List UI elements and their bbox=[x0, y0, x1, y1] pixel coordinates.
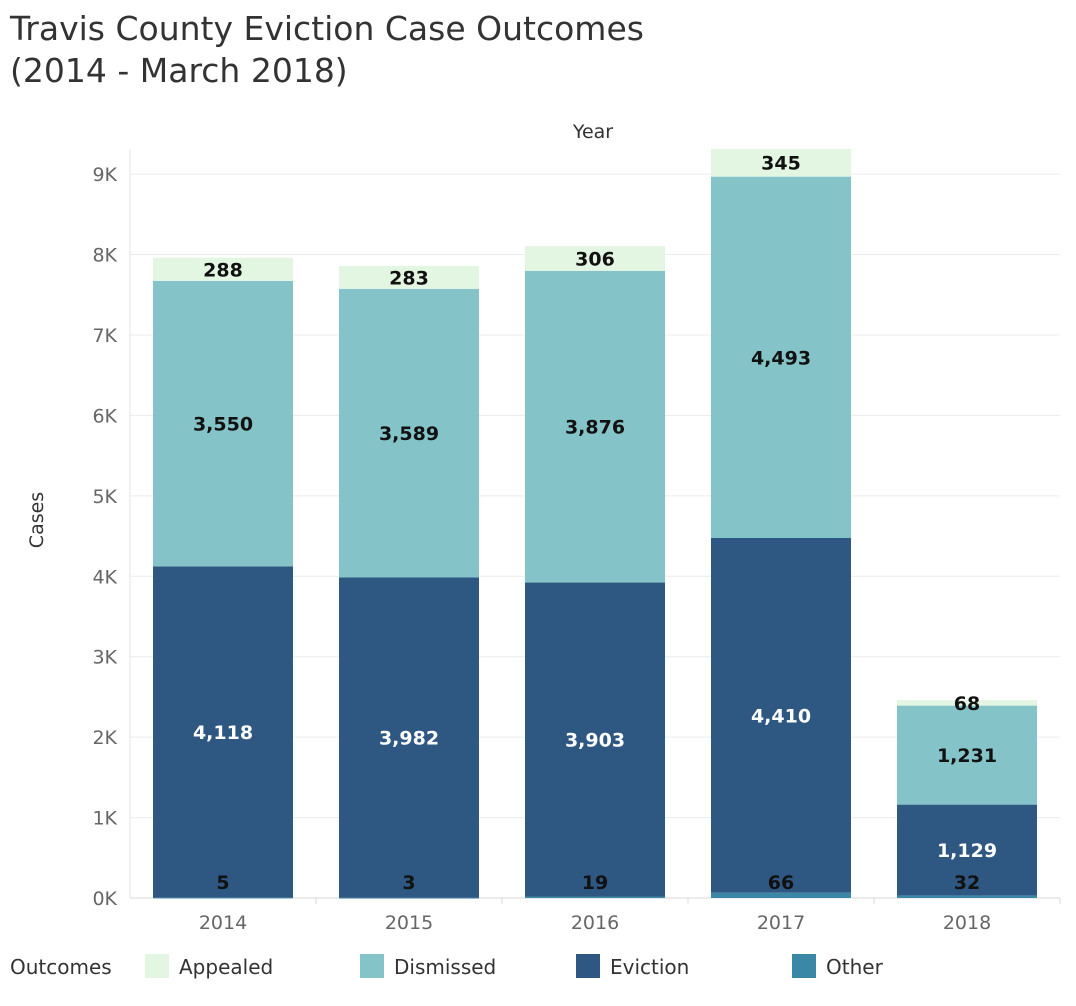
data-label-eviction-2015: 3,982 bbox=[379, 728, 439, 750]
y-tick-label: 6K bbox=[92, 405, 117, 427]
legend-swatch-eviction bbox=[576, 954, 600, 978]
bar-segment-other-2014[interactable] bbox=[153, 897, 293, 899]
legend-swatch-appealed bbox=[145, 954, 169, 978]
bar-segment-dismissed-2015[interactable] bbox=[339, 288, 479, 578]
y-tick-label: 1K bbox=[92, 808, 117, 830]
chart-title: Travis County Eviction Case Outcomes (20… bbox=[10, 8, 1060, 92]
legend: Outcomes Appealed Dismissed Eviction Other bbox=[10, 954, 884, 979]
bar-segment-appealed-2014[interactable] bbox=[153, 257, 293, 281]
bar-segment-dismissed-2014[interactable] bbox=[153, 280, 293, 567]
data-label-other-2018: 32 bbox=[954, 872, 980, 894]
legend-swatch-dismissed bbox=[360, 954, 384, 978]
bar-segment-other-2017[interactable] bbox=[711, 892, 851, 898]
y-tick-label: 2K bbox=[92, 727, 117, 749]
labels-layer: 5 4,118 3,550 288 3 3,982 3,589 283 19 3,903 3,876… bbox=[193, 153, 997, 894]
bar-segment-eviction-2014[interactable] bbox=[153, 566, 293, 898]
legend-item-other[interactable]: Other bbox=[792, 954, 884, 979]
data-label-dismissed-2016: 3,876 bbox=[565, 417, 625, 439]
data-label-dismissed-2015: 3,589 bbox=[379, 423, 439, 445]
x-tick-label: 2015 bbox=[385, 912, 433, 934]
data-label-appealed-2014: 288 bbox=[203, 259, 243, 281]
x-tick-label: 2017 bbox=[757, 912, 805, 934]
legend-item-dismissed[interactable]: Dismissed bbox=[360, 954, 496, 979]
bar-segment-appealed-2015[interactable] bbox=[339, 266, 479, 289]
y-axis-title: Cases bbox=[26, 492, 48, 548]
data-label-eviction-2017: 4,410 bbox=[751, 705, 811, 727]
y-tick-label: 3K bbox=[92, 647, 117, 669]
data-label-dismissed-2014: 3,550 bbox=[193, 414, 253, 436]
legend-label-dismissed: Dismissed bbox=[394, 955, 496, 979]
bar-segment-dismissed-2018[interactable] bbox=[897, 705, 1037, 805]
x-axis-title: Year bbox=[572, 121, 613, 143]
legend-title: Outcomes bbox=[10, 955, 112, 979]
data-label-eviction-2016: 3,903 bbox=[565, 730, 625, 752]
bar-segment-appealed-2018[interactable] bbox=[897, 700, 1037, 706]
bar-segment-other-2015[interactable] bbox=[339, 897, 479, 899]
data-label-appealed-2017: 345 bbox=[761, 153, 801, 175]
y-tick-label: 8K bbox=[92, 245, 117, 267]
data-label-appealed-2015: 283 bbox=[389, 267, 429, 289]
bar-segment-eviction-2017[interactable] bbox=[711, 537, 851, 893]
axis-layer: Year Cases 0K 1K 2K 3K 4K 5K 6K 7K 8K 9K 2014 2015 2… bbox=[26, 121, 1061, 934]
data-label-eviction-2014: 4,118 bbox=[193, 722, 253, 744]
bar-segment-appealed-2016[interactable] bbox=[525, 246, 665, 271]
x-tick-label: 2016 bbox=[571, 912, 619, 934]
bar-segment-dismissed-2017[interactable] bbox=[711, 176, 851, 538]
bar-segment-appealed-2017[interactable] bbox=[711, 148, 851, 177]
legend-label-other: Other bbox=[826, 955, 884, 979]
bar-segment-eviction-2018[interactable] bbox=[897, 804, 1037, 896]
bars-layer bbox=[153, 148, 1037, 899]
data-label-other-2017: 66 bbox=[768, 872, 794, 894]
data-label-appealed-2018: 68 bbox=[954, 693, 980, 715]
legend-label-appealed: Appealed bbox=[179, 955, 273, 979]
data-label-other-2015: 3 bbox=[402, 872, 415, 894]
legend-label-eviction: Eviction bbox=[610, 955, 689, 979]
bar-segment-dismissed-2016[interactable] bbox=[525, 270, 665, 583]
x-tick-label: 2014 bbox=[199, 912, 247, 934]
y-tick-label: 7K bbox=[92, 325, 117, 347]
y-tick-label: 4K bbox=[92, 566, 117, 588]
data-label-other-2016: 19 bbox=[582, 872, 608, 894]
bar-segment-other-2016[interactable] bbox=[525, 896, 665, 898]
data-label-eviction-2018: 1,129 bbox=[937, 840, 997, 862]
x-tick-label: 2018 bbox=[943, 912, 991, 934]
bar-segment-eviction-2016[interactable] bbox=[525, 582, 665, 897]
y-tick-label: 9K bbox=[92, 164, 117, 186]
legend-item-appealed[interactable]: Appealed bbox=[145, 954, 273, 979]
y-tick-label: 5K bbox=[92, 486, 117, 508]
data-label-dismissed-2018: 1,231 bbox=[937, 745, 997, 767]
data-label-dismissed-2017: 4,493 bbox=[751, 347, 811, 369]
bar-segment-eviction-2015[interactable] bbox=[339, 577, 479, 898]
chart-subtitle: (2014 - March 2018) bbox=[10, 51, 348, 90]
data-label-other-2014: 5 bbox=[216, 872, 229, 894]
data-label-appealed-2016: 306 bbox=[575, 249, 615, 271]
legend-item-eviction[interactable]: Eviction bbox=[576, 954, 689, 979]
chart-title-line: Travis County Eviction Case Outcomes bbox=[10, 9, 644, 48]
legend-swatch-other bbox=[792, 954, 816, 978]
y-tick-label: 0K bbox=[92, 888, 117, 910]
bar-segment-other-2018[interactable] bbox=[897, 895, 1037, 898]
